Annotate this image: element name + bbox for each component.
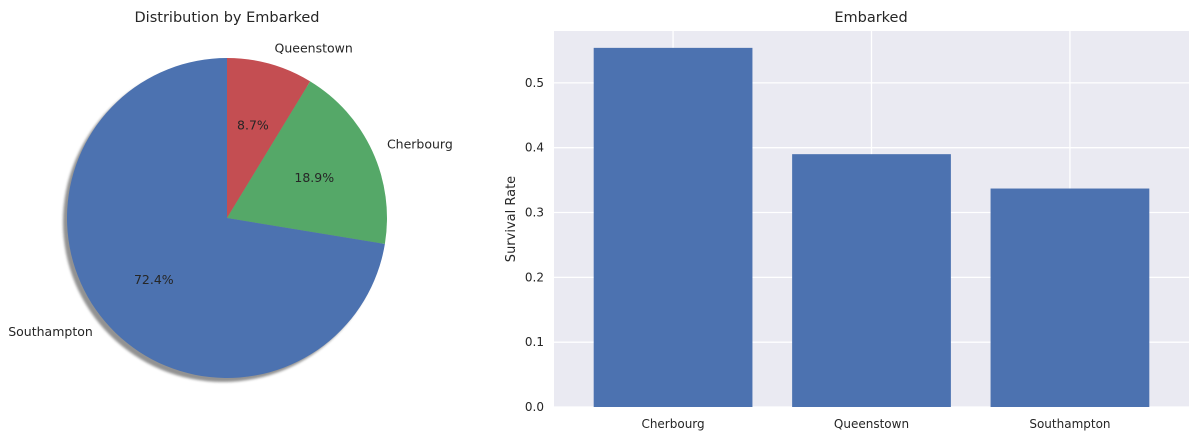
pie-slice-southampton <box>66 58 385 378</box>
pie-category-label-cherbourg: Cherbourg <box>387 137 453 152</box>
pie-slice-queenstown <box>227 58 311 218</box>
pie-slices <box>66 58 387 378</box>
bar-cherbourg <box>593 47 753 408</box>
bar-chart-title: Embarked <box>834 10 907 26</box>
pie-pct-label-southampton: 72.4% <box>134 272 174 287</box>
pie-chart-title: Distribution by Embarked <box>135 10 320 26</box>
bar-bars <box>593 47 1150 408</box>
bar-chart: Embarked 0.0 0.1 0.2 0.3 0.4 0.5 Cherbourg Que… <box>504 10 1189 431</box>
bar-southampton <box>990 188 1150 407</box>
bar-x-ticks: Cherbourg Queenstown Southampton <box>641 417 1110 431</box>
pie-category-label-southampton: Southampton <box>8 324 93 339</box>
x-tick-label-cherbourg: Cherbourg <box>641 417 704 431</box>
y-tick-label: 0.1 <box>525 335 544 349</box>
y-tick-label: 0.2 <box>525 270 544 284</box>
pie-labels: 8.7% Queenstown 18.9% Cherbourg 72.4% Southam… <box>8 41 453 339</box>
y-tick-label: 0.3 <box>525 206 544 220</box>
y-tick-label: 0.0 <box>525 400 544 414</box>
pie-slice-cherbourg <box>227 81 387 245</box>
pie-category-label-queenstown: Queenstown <box>275 41 353 56</box>
x-tick-label-queenstown: Queenstown <box>834 417 909 431</box>
bar-y-ticks: 0.0 0.1 0.2 0.3 0.4 0.5 <box>525 76 544 414</box>
pie-pct-label-queenstown: 8.7% <box>237 118 269 133</box>
bar-queenstown <box>792 154 951 407</box>
bar-y-axis-label: Survival Rate <box>504 176 519 262</box>
pie-chart: Distribution by Embarked 8.7% Queenstown 1… <box>8 10 453 382</box>
x-tick-label-southampton: Southampton <box>1029 417 1110 431</box>
pie-pct-label-cherbourg: 18.9% <box>294 170 334 185</box>
y-tick-label: 0.4 <box>525 141 544 155</box>
y-tick-label: 0.5 <box>525 76 544 90</box>
